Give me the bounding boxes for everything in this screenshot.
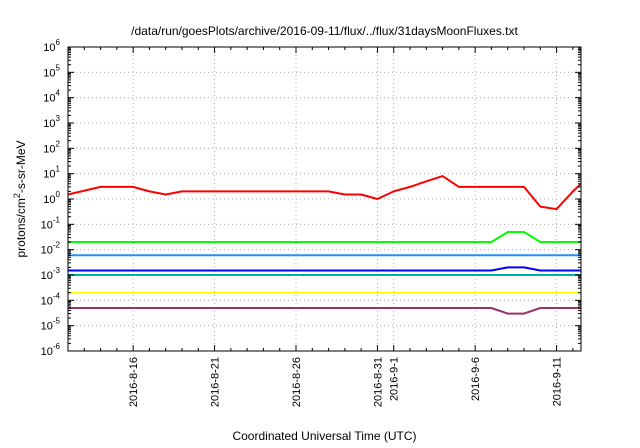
y-tick-label: 10-3 bbox=[41, 266, 61, 282]
y-axis-label-sup: 2 bbox=[12, 193, 22, 198]
y-tick-label: 10-6 bbox=[41, 342, 61, 358]
x-axis: 2016-8-16 2016-8-21 2016-8-26 2016-8-31 2016… bbox=[67, 47, 574, 407]
y-tick-label: 102 bbox=[43, 139, 60, 155]
y-tick-label: 105 bbox=[43, 63, 60, 79]
series-line-0 bbox=[67, 175, 582, 211]
y-tick-label: 10-1 bbox=[41, 215, 61, 231]
series-line-1 bbox=[68, 231, 581, 243]
y-tick-label: 103 bbox=[43, 114, 60, 130]
y-tick-label: 10-5 bbox=[41, 317, 61, 333]
y-tick-label: 100 bbox=[43, 190, 60, 206]
x-tick-label: 2016-8-26 bbox=[291, 357, 303, 407]
series-layer bbox=[67, 175, 582, 315]
y-axis-label-pre: protons/cm bbox=[14, 198, 28, 257]
y-tick-label: 10-4 bbox=[41, 291, 61, 307]
series-line-6 bbox=[68, 307, 581, 315]
y-axis-label-post: -s-sr-MeV bbox=[14, 140, 28, 193]
y-tick-label: 10-2 bbox=[41, 241, 61, 257]
x-tick-label: 2016-8-21 bbox=[210, 357, 222, 407]
x-tick-label: 2016-9-1 bbox=[389, 357, 401, 401]
y-axis: 10-6 10-5 10-4 10-3 10-2 10-1 100 101 102 103 104 1… bbox=[41, 38, 581, 358]
x-tick-label: 2016-8-16 bbox=[128, 357, 140, 407]
y-tick-label: 106 bbox=[43, 38, 60, 54]
x-axis-label: Coordinated Universal Time (UTC) bbox=[232, 429, 416, 443]
y-tick-label: 101 bbox=[43, 165, 60, 181]
x-tick-label: 2016-9-6 bbox=[470, 357, 482, 401]
chart-title: /data/run/goesPlots/archive/2016-09-11/f… bbox=[131, 24, 518, 38]
y-axis-label: protons/cm2-s-sr-MeV bbox=[12, 140, 28, 257]
x-tick-label: 2016-8-31 bbox=[372, 357, 384, 407]
y-tick-label: 104 bbox=[43, 89, 60, 105]
x-tick-label: 2016-9-11 bbox=[552, 357, 564, 406]
grid bbox=[68, 47, 581, 351]
series-line-3 bbox=[68, 266, 581, 272]
